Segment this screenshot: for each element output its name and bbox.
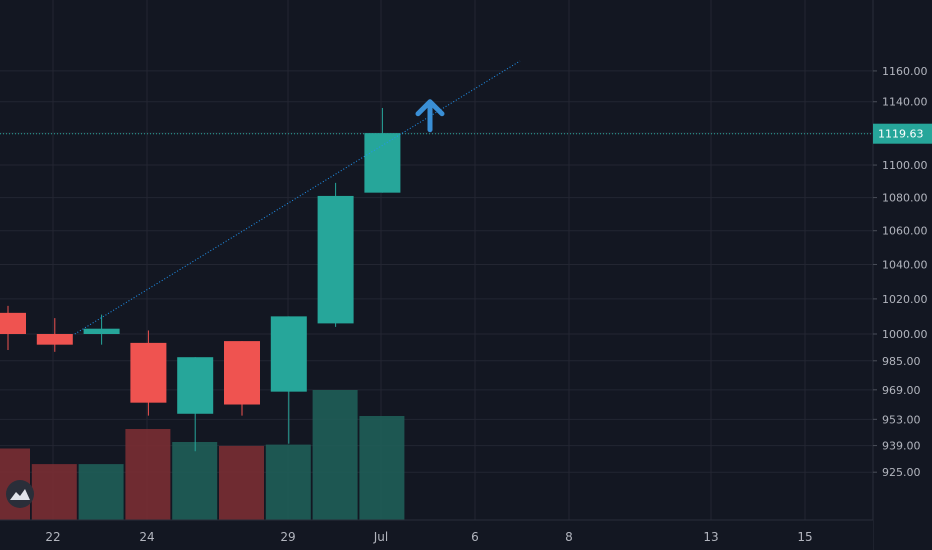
price-tick-label: 969.00 [882, 384, 921, 397]
date-tick-label: 6 [471, 530, 479, 544]
price-tick-label: 1100.00 [882, 159, 928, 172]
current-price-tag [873, 123, 932, 144]
overlays [0, 60, 873, 335]
volume-bar [219, 445, 264, 520]
price-tick-label: 1160.00 [882, 65, 928, 78]
volume-bar [312, 390, 358, 520]
trendline [74, 60, 521, 335]
volume-bars [0, 390, 405, 520]
price-axis-background [873, 0, 932, 550]
price-tick-label: 1000.00 [882, 328, 928, 341]
date-tick-label: 24 [139, 530, 154, 544]
date-tick-label: 8 [565, 530, 573, 544]
price-tick-label: 1040.00 [882, 258, 928, 271]
candle-body [0, 312, 26, 334]
date-tick-label: 15 [797, 530, 812, 544]
time-axis[interactable]: 22 24 29 Jul 6 8 13 15 [0, 519, 873, 550]
candles [0, 107, 401, 452]
volume-bar [125, 429, 171, 520]
date-tick-label: 22 [45, 530, 60, 544]
price-tick-label: 1080.00 [882, 192, 928, 205]
candle-body [317, 195, 354, 324]
volume-bar [78, 464, 124, 520]
price-axis[interactable]: 925.00 939.00 953.00 969.00 985.00 1000.00 102… [872, 0, 932, 550]
candle-body [83, 328, 120, 334]
volume-bar [265, 444, 311, 520]
current-price-label: 1119.63 [878, 128, 924, 141]
price-tick-label: 939.00 [882, 440, 921, 453]
time-axis-background [0, 520, 873, 550]
date-tick-label: 29 [280, 530, 295, 544]
arrow-up-icon [415, 99, 445, 133]
candle-body [364, 133, 401, 193]
price-tick-label: 985.00 [882, 355, 921, 368]
price-tick-label: 925.00 [882, 466, 921, 479]
price-tick-label: 1140.00 [882, 96, 928, 109]
date-tick-label: Jul [373, 530, 388, 544]
candle-body [177, 357, 214, 414]
price-tick-label: 953.00 [882, 413, 921, 426]
date-tick-label: 13 [703, 530, 718, 544]
grid-lines [0, 0, 873, 520]
candle-body [130, 342, 167, 403]
price-tick-label: 1060.00 [882, 225, 928, 238]
candle-body [36, 334, 73, 345]
candle-body [224, 341, 260, 405]
tradingview-logo-icon[interactable] [6, 480, 34, 508]
volume-bar [172, 442, 218, 520]
volume-bar [359, 416, 405, 520]
candle-body [270, 316, 307, 392]
volume-bar [31, 464, 77, 520]
price-tick-label: 1020.00 [882, 293, 928, 306]
